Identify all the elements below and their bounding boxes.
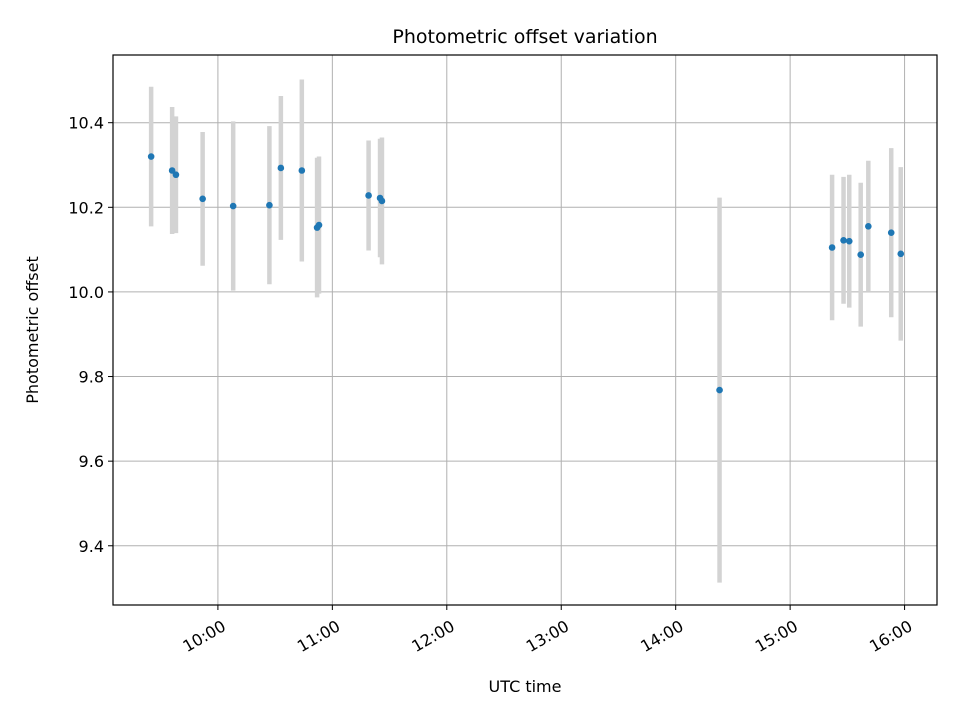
data-point	[828, 244, 836, 251]
data-point	[266, 201, 273, 209]
y-tick-label: 9.6	[79, 452, 104, 471]
grid	[113, 55, 937, 605]
data-point	[365, 192, 372, 199]
data-point	[378, 197, 386, 205]
x-axis-label: UTC time	[489, 677, 562, 696]
data-point	[865, 223, 872, 230]
data-point	[897, 250, 905, 258]
data-point	[277, 164, 285, 172]
data-point	[229, 202, 237, 210]
y-tick-label: 10.4	[68, 114, 104, 133]
data-point	[887, 229, 895, 236]
data-point	[147, 153, 155, 160]
data-point	[168, 167, 176, 174]
y-tick-label: 9.4	[79, 537, 104, 556]
data-points	[147, 153, 905, 394]
data-point	[840, 237, 847, 244]
data-point	[845, 237, 853, 245]
y-tick-label: 10.2	[68, 198, 104, 217]
data-point	[172, 171, 180, 179]
data-point	[716, 386, 723, 394]
y-axis-label: Photometric offset	[23, 256, 42, 404]
chart-title: Photometric offset variation	[392, 26, 657, 48]
data-point	[857, 251, 865, 258]
y-tick-label: 9.8	[79, 368, 104, 387]
plot-frame	[112, 54, 938, 606]
y-tick-label: 10.0	[68, 283, 104, 302]
y-axis: 9.4 9.6 9.8 10.0 10.2 10.4	[68, 114, 113, 556]
data-point	[199, 195, 206, 203]
data-point	[315, 221, 323, 229]
data-point	[298, 167, 306, 174]
